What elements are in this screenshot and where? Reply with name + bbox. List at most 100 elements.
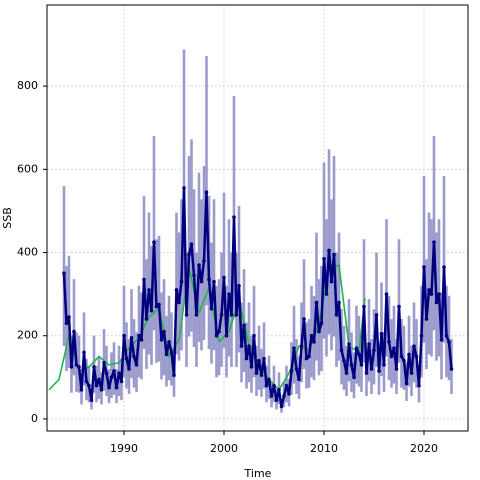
data-point [94,383,99,388]
uncertainty-band [412,302,416,383]
data-point [389,354,394,359]
data-point [124,356,129,361]
data-point [122,333,126,338]
data-point [449,367,454,371]
data-point [67,315,71,319]
data-point [369,367,374,371]
data-point [287,392,291,396]
data-point [202,259,206,263]
uncertainty-band [92,335,96,393]
data-point [354,346,359,351]
uncertainty-band [130,289,133,379]
uncertainty-band [212,199,216,351]
data-point [332,252,336,257]
uncertainty-band [117,345,121,397]
uncertainty-band [392,305,396,384]
uncertainty-band [82,312,86,386]
data-point [99,388,104,392]
data-point [262,356,266,361]
data-point [347,342,351,346]
data-point [394,367,399,371]
uncertainty-band [380,282,383,377]
y-tick-label: 600 [17,162,38,175]
uncertainty-band [442,175,446,343]
data-point [222,275,226,280]
y-tick-label: 200 [17,329,38,342]
uncertainty-band [62,185,66,347]
data-point [92,365,96,369]
uncertainty-band [322,162,326,339]
uncertainty-band [175,212,178,355]
data-point [309,333,314,338]
uncertainty-band [197,172,201,342]
data-point [129,336,134,340]
uncertainty-band [67,255,71,368]
data-point [137,333,141,338]
data-point [257,358,261,363]
uncertainty-band [397,239,401,363]
data-point [397,304,401,309]
data-point [184,313,189,317]
uncertainty-band [432,136,436,331]
data-point [64,321,69,326]
data-point [417,383,421,388]
uncertainty-band [262,322,266,389]
data-point [367,342,371,346]
data-point [232,215,236,219]
data-point [267,377,271,382]
uncertainty-band [97,355,101,399]
data-point [212,279,216,284]
data-point [172,373,176,378]
uncertainty-band [142,195,146,350]
data-point [192,273,196,278]
data-point [442,265,446,269]
data-point [404,381,409,386]
data-point [402,358,406,363]
data-point [227,292,231,296]
uncertainty-band [237,205,241,353]
data-point [412,344,416,348]
data-point [377,369,381,373]
data-point [249,365,254,369]
data-point [62,271,66,276]
data-point [174,288,179,292]
data-point [314,300,319,305]
data-point [424,317,429,321]
uncertainty-band [152,136,156,331]
data-point [289,369,294,373]
data-point [149,308,154,313]
data-point [379,331,384,336]
data-point [384,292,389,296]
data-point [244,356,249,361]
data-point [219,313,224,317]
x-tick-label: 2000 [210,442,238,455]
uncertainty-band [422,175,426,343]
data-point [72,329,76,334]
plot-frame [46,4,469,432]
data-point [349,363,354,367]
data-point [372,348,376,353]
data-point [164,352,169,357]
data-point [439,338,444,342]
uncertainty-band [257,325,261,390]
data-point [247,344,251,348]
data-point [427,288,431,292]
x-axis-label: Time [244,467,272,480]
data-point [237,284,241,288]
uncertainty-band [77,335,81,393]
data-point [77,365,81,369]
uncertainty-band [232,96,236,318]
data-point [194,313,199,317]
data-point [299,344,304,348]
uncertainty-band [157,235,161,362]
data-point [344,371,349,375]
data-point [252,333,256,338]
data-point [189,242,194,247]
data-point [179,279,184,284]
uncertainty-band [385,219,388,357]
data-point [74,363,79,367]
data-point [294,367,299,371]
data-point [334,313,339,317]
data-point [264,383,269,388]
